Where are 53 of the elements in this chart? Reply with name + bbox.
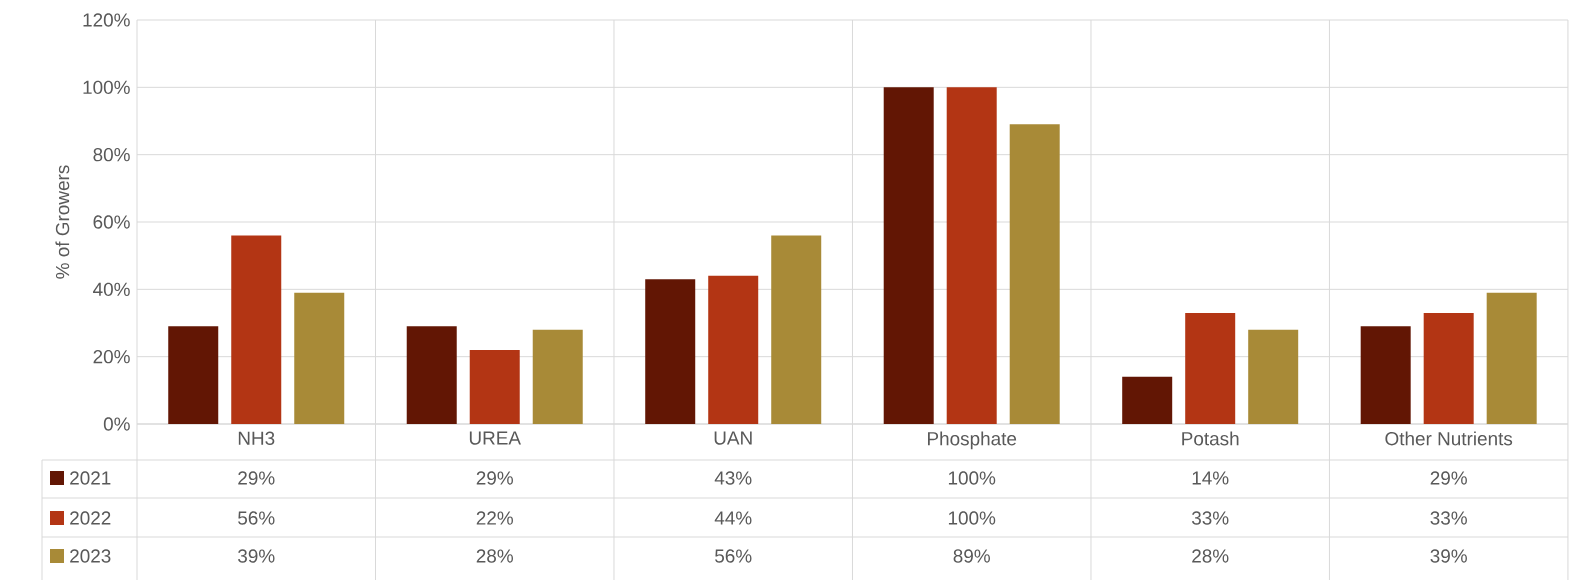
y-tick-label: 120%	[83, 13, 130, 27]
data-label: 43%	[714, 471, 752, 485]
data-label: 100%	[948, 471, 996, 485]
bar	[532, 329, 583, 424]
bar	[469, 349, 520, 424]
data-label: 33%	[1191, 511, 1229, 525]
data-label: 29%	[238, 471, 275, 485]
data-label: 29%	[476, 471, 513, 485]
bar	[231, 235, 282, 424]
legend-label: 2022	[70, 511, 111, 525]
bar	[1486, 292, 1537, 424]
bar	[883, 87, 934, 424]
bar	[294, 292, 345, 424]
data-label: 33%	[1430, 511, 1467, 525]
data-label: 100%	[948, 511, 996, 525]
data-label: 29%	[1430, 471, 1467, 485]
data-label: 28%	[1192, 549, 1229, 563]
y-tick-label: 100%	[83, 80, 130, 94]
data-label: 56%	[238, 511, 275, 525]
bar	[946, 87, 997, 424]
bar	[708, 275, 759, 424]
legend-label: 2021	[70, 471, 111, 485]
data-label: 44%	[714, 511, 752, 525]
x-tick-label: Potash	[1182, 431, 1239, 446]
y-tick-label: 20%	[93, 349, 130, 364]
bar	[1360, 326, 1411, 424]
data-label: 39%	[238, 549, 275, 563]
y-tick-label: 80%	[93, 147, 130, 162]
y-tick-label: 40%	[93, 282, 130, 296]
x-tick-label: UREA	[469, 431, 521, 445]
y-axis-title: % of Growers	[55, 165, 70, 279]
x-tick-label: Phosphate	[928, 431, 1017, 449]
bar	[168, 326, 219, 424]
bar	[1248, 329, 1299, 424]
bar	[1423, 312, 1474, 424]
bar	[406, 326, 457, 424]
data-label: 56%	[715, 549, 752, 563]
bar	[1009, 124, 1060, 424]
bar	[1122, 376, 1173, 424]
data-label: 28%	[476, 549, 513, 563]
x-tick-label: NH3	[238, 431, 275, 445]
data-label: 14%	[1192, 471, 1229, 485]
x-tick-label: UAN	[714, 431, 752, 445]
data-label: 89%	[953, 549, 990, 563]
bar	[771, 235, 822, 424]
bar	[1185, 312, 1236, 424]
data-label: 39%	[1430, 549, 1467, 563]
x-tick-label: Other Nutrients	[1385, 431, 1513, 446]
data-label: 22%	[476, 511, 513, 525]
y-tick-label: 0%	[103, 417, 130, 431]
bar	[645, 278, 696, 424]
y-tick-label: 60%	[93, 215, 130, 229]
legend-label: 2023	[70, 549, 111, 563]
